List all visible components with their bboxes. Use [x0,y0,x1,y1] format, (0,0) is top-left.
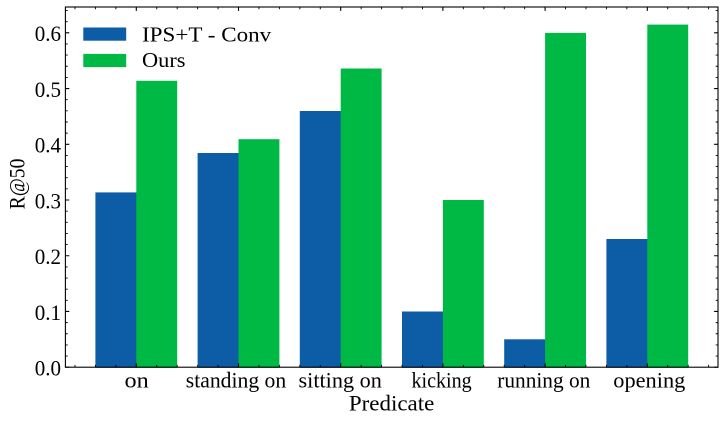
svg-text:0.0: 0.0 [35,357,61,381]
svg-text:0.1: 0.1 [35,301,61,325]
svg-text:kicking: kicking [412,368,472,393]
svg-text:0.3: 0.3 [35,189,61,213]
svg-text:IPS+T - Conv: IPS+T - Conv [142,22,271,46]
svg-text:0.4: 0.4 [35,134,61,158]
svg-text:sitting on: sitting on [299,368,382,393]
svg-text:0.6: 0.6 [35,22,61,46]
svg-text:0.5: 0.5 [35,78,61,102]
svg-text:Ours: Ours [142,48,186,72]
svg-text:on: on [125,368,149,393]
svg-text:0.2: 0.2 [35,245,61,269]
svg-text:running on: running on [497,368,590,393]
svg-text:R@50: R@50 [5,159,30,210]
svg-text:Predicate: Predicate [349,391,435,416]
svg-text:standing on: standing on [186,368,286,393]
svg-text:opening: opening [613,368,685,393]
